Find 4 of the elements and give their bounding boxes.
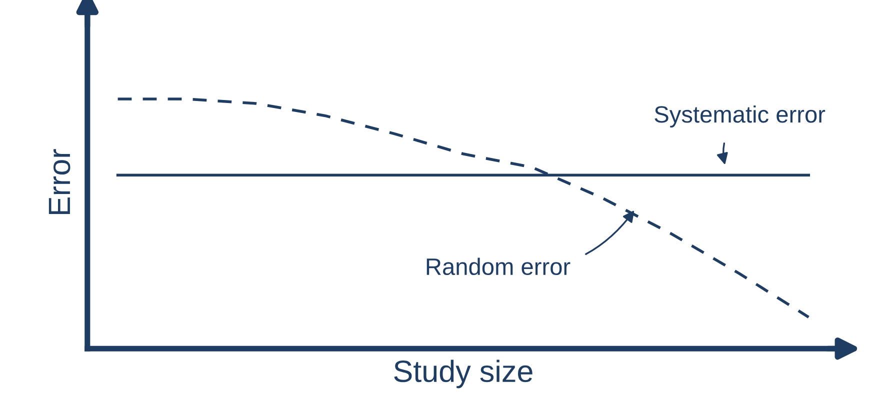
- y-axis-title: Error: [48, 149, 70, 214]
- text: Random error: [426, 258, 570, 276]
- text: Systematic error: [654, 105, 826, 128]
- x-axis-title: Study size: [394, 360, 532, 388]
